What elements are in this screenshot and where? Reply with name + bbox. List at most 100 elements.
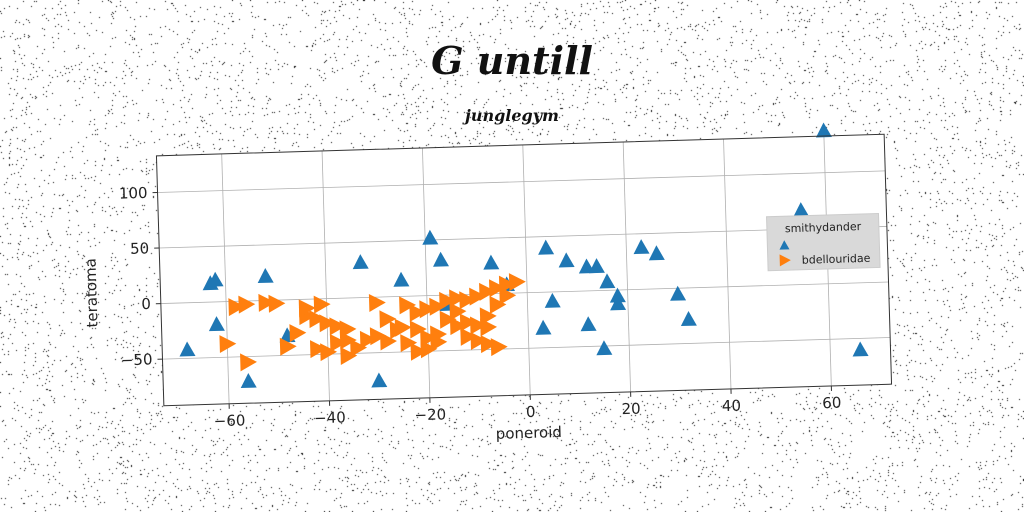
point-bdellouridae [439,291,457,310]
point-smithydander [179,341,196,357]
point-bdellouridae [238,295,256,314]
series-layer [179,122,869,389]
point-bdellouridae [379,310,397,329]
point-bdellouridae [359,330,377,349]
y-grid-line [162,337,891,360]
x-grid-line [221,153,230,404]
point-smithydander [633,239,650,255]
y-tick-label: 0 [141,295,151,313]
point-bdellouridae [350,338,368,357]
point-bdellouridae [409,303,427,322]
point-smithydander [852,341,869,357]
point-bdellouridae [340,347,358,366]
point-bdellouridae [313,295,331,314]
y-tick-label: 100 [119,184,148,203]
point-bdellouridae [419,300,437,319]
plot-frame [155,133,893,407]
x-tick-label: 40 [722,397,742,416]
point-smithydander [648,245,665,261]
point-smithydander [393,271,410,287]
y-grid-line [159,226,887,249]
point-bdellouridae [430,325,448,344]
point-bdellouridae [380,332,397,351]
point-smithydander [599,273,616,289]
point-bdellouridae [289,324,307,343]
x-tick-label: −60 [214,411,246,430]
point-bdellouridae [470,316,487,335]
point-bdellouridae [508,273,526,292]
legend-label-smithydander: smithydander [785,220,862,235]
x-grid-line [723,139,732,389]
point-bdellouridae [409,320,427,339]
point-smithydander [535,319,552,335]
point-bdellouridae [460,327,478,346]
point-bdellouridae [499,286,517,305]
legend-marker-bdellouridae [779,254,791,267]
x-tick-label: −40 [314,408,346,427]
x-grid-line [622,141,631,392]
x-tick-label: 0 [526,403,536,421]
x-axis-label: poneroid [496,423,563,443]
point-bdellouridae [480,335,498,354]
point-bdellouridae [400,334,418,353]
point-smithydander [352,254,369,270]
x-tick-label: 20 [621,400,641,419]
chart-subtitle: junglegym [465,106,559,125]
point-smithydander [422,229,439,245]
x-grid-line [321,150,330,401]
point-bdellouridae [329,334,347,353]
point-smithydander [483,254,500,270]
point-bdellouridae [449,302,467,321]
point-bdellouridae [268,294,286,313]
point-bdellouridae [309,340,327,359]
point-bdellouridae [389,321,407,340]
point-smithydander [670,285,687,301]
legend-box [766,212,881,272]
point-smithydander [558,252,575,268]
point-bdellouridae [410,342,428,361]
point-smithydander [207,271,224,287]
point-bdellouridae [490,338,508,357]
x-grid-line [522,144,531,395]
point-smithydander [815,122,832,138]
point-bdellouridae [449,289,467,308]
point-bdellouridae [479,307,497,326]
x-tick-label: 60 [822,394,842,413]
point-bdellouridae [369,327,387,346]
point-bdellouridae [459,291,477,310]
point-smithydander [596,340,613,356]
point-bdellouridae [309,310,326,329]
point-bdellouridae [228,298,246,317]
x-tick-label: −20 [414,405,446,424]
point-smithydander [433,251,450,267]
point-bdellouridae [420,340,438,359]
point-bdellouridae [479,282,496,301]
point-smithydander [609,287,626,303]
point-smithydander [208,316,225,332]
point-bdellouridae [219,335,237,354]
point-bdellouridae [469,287,487,306]
point-smithydander [240,373,257,389]
point-bdellouridae [319,314,337,333]
legend-marker-smithydander [779,240,790,250]
y-grid-line [157,170,886,193]
point-smithydander [538,239,555,255]
point-bdellouridae [258,293,276,312]
x-grid-line [422,147,431,398]
point-smithydander [544,292,561,308]
point-bdellouridae [399,296,417,315]
point-bdellouridae [439,310,457,329]
y-axis-label: teratoma [81,258,101,328]
point-smithydander [588,258,605,274]
point-bdellouridae [368,293,386,312]
point-bdellouridae [339,331,357,350]
point-smithydander [680,311,697,327]
y-grid-line [160,281,889,304]
point-bdellouridae [449,317,467,336]
y-tick-label: 50 [130,239,150,258]
point-smithydander [610,295,627,311]
point-bdellouridae [240,353,257,372]
y-tick-label: −50 [121,350,153,369]
tick-labels: −60 −40 −20 0 20 40 60 −50 0 50 100 [119,184,842,430]
